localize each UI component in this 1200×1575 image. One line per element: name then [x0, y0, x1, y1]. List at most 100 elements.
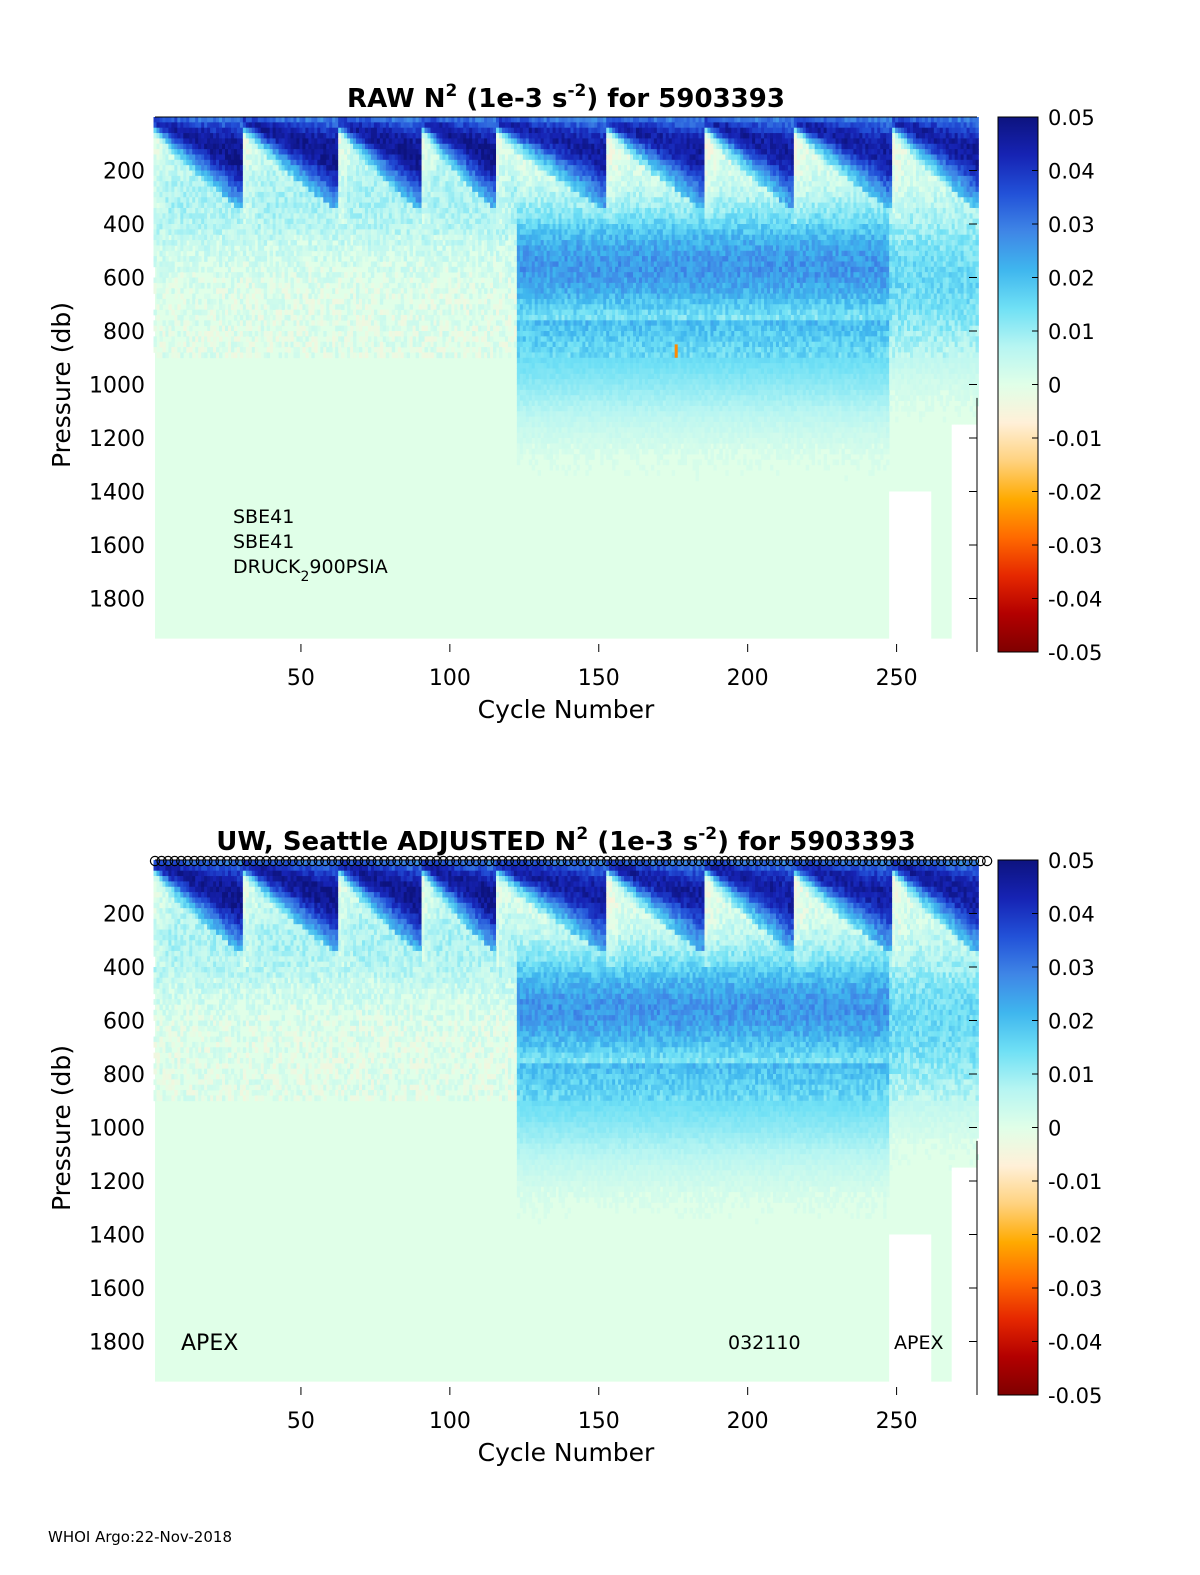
- heat-cell: [528, 421, 533, 428]
- heat-cell: [460, 186, 464, 193]
- heat-cell: [272, 133, 277, 139]
- heat-cell: [522, 352, 527, 359]
- heat-cell: [522, 261, 527, 268]
- heat-cell: [308, 149, 312, 155]
- heat-cell: [475, 229, 479, 236]
- heat-cell: [528, 197, 533, 203]
- heat-cell: [406, 117, 411, 123]
- heat-cell: [159, 277, 163, 284]
- heat-cell: [388, 143, 393, 150]
- heat-cell: [338, 138, 342, 145]
- heat-cell: [496, 341, 500, 348]
- heat-cell: [484, 341, 488, 348]
- heat-cell: [397, 336, 402, 343]
- heat-cell: [201, 234, 205, 241]
- heat-cell: [421, 298, 425, 305]
- heat-cell: [460, 229, 464, 236]
- heat-cell: [350, 256, 354, 262]
- heat-cell: [233, 170, 238, 177]
- heat-cell: [275, 309, 279, 316]
- heat-cell: [287, 202, 291, 209]
- heat-cell: [162, 256, 166, 262]
- heat-cell: [198, 234, 202, 241]
- heat-cell: [430, 138, 434, 145]
- heat-cell: [412, 181, 416, 187]
- heat-cell: [531, 309, 536, 316]
- heat-cell: [317, 272, 321, 278]
- heat-cell: [344, 331, 348, 337]
- heat-cell: [367, 149, 372, 155]
- heat-cell: [466, 341, 470, 348]
- heat-cell: [391, 245, 396, 252]
- heat-cell: [287, 133, 291, 139]
- heat-cell: [192, 261, 196, 268]
- heat-cell: [189, 117, 193, 123]
- heat-cell: [317, 175, 321, 182]
- heat-cell: [364, 202, 369, 209]
- heat-cell: [493, 133, 497, 139]
- heat-cell: [493, 288, 497, 294]
- heat-cell: [299, 218, 303, 225]
- heat-cell: [350, 207, 354, 214]
- heat-cell: [266, 347, 271, 353]
- heat-cell: [275, 341, 279, 348]
- heat-cell: [445, 352, 449, 359]
- heat-cell: [162, 127, 166, 134]
- heat-cell: [418, 261, 422, 268]
- heat-cell: [364, 213, 369, 220]
- heat-cell: [376, 197, 381, 203]
- heat-cell: [251, 117, 256, 123]
- heat-cell: [460, 170, 464, 177]
- heat-cell: [439, 143, 443, 150]
- heat-cell: [251, 181, 256, 187]
- heat-cell: [359, 352, 363, 359]
- heat-cell: [537, 229, 542, 236]
- heat-cell: [442, 181, 446, 187]
- heat-cell: [293, 191, 297, 198]
- heat-cell: [210, 298, 214, 305]
- heat-cell: [445, 186, 449, 193]
- heat-cell: [290, 309, 294, 316]
- heat-cell: [418, 314, 422, 321]
- heat-cell: [445, 325, 449, 332]
- heat-cell: [207, 197, 211, 203]
- heat-cell: [353, 240, 357, 246]
- heat-cell: [216, 229, 220, 236]
- heat-cell: [278, 186, 282, 193]
- heat-cell: [272, 186, 277, 193]
- heat-cell: [537, 288, 542, 294]
- heat-cell: [257, 266, 262, 273]
- heat-cell: [519, 250, 524, 257]
- heat-cell: [478, 298, 482, 305]
- heat-cell: [400, 304, 405, 310]
- heat-cell: [400, 245, 405, 252]
- heat-cell: [162, 133, 166, 139]
- heat-cell: [451, 117, 455, 123]
- heat-cell: [278, 352, 282, 359]
- heat-cell: [361, 336, 366, 343]
- heat-cell: [299, 191, 303, 198]
- heat-cell: [159, 202, 163, 209]
- heat-cell: [353, 122, 357, 129]
- heat-cell: [451, 352, 455, 359]
- heat-cell: [433, 293, 437, 300]
- heat-cell: [278, 149, 282, 155]
- heat-cell: [302, 154, 306, 161]
- heat-cell: [165, 159, 169, 166]
- heat-cell: [248, 143, 253, 150]
- heat-cell: [230, 234, 235, 241]
- heat-cell: [400, 320, 405, 327]
- heat-cell: [433, 165, 437, 171]
- heat-cell: [397, 127, 402, 134]
- heat-cell: [332, 122, 336, 129]
- heat-cell: [436, 202, 440, 209]
- heat-cell: [370, 298, 375, 305]
- heat-cell: [216, 250, 220, 257]
- heat-cell: [445, 175, 449, 182]
- heat-cell: [275, 282, 279, 289]
- heat-cell: [406, 191, 411, 198]
- heat-cell: [210, 154, 214, 161]
- heat-cell: [278, 127, 282, 134]
- heat-cell: [490, 207, 494, 214]
- heat-cell: [356, 325, 360, 332]
